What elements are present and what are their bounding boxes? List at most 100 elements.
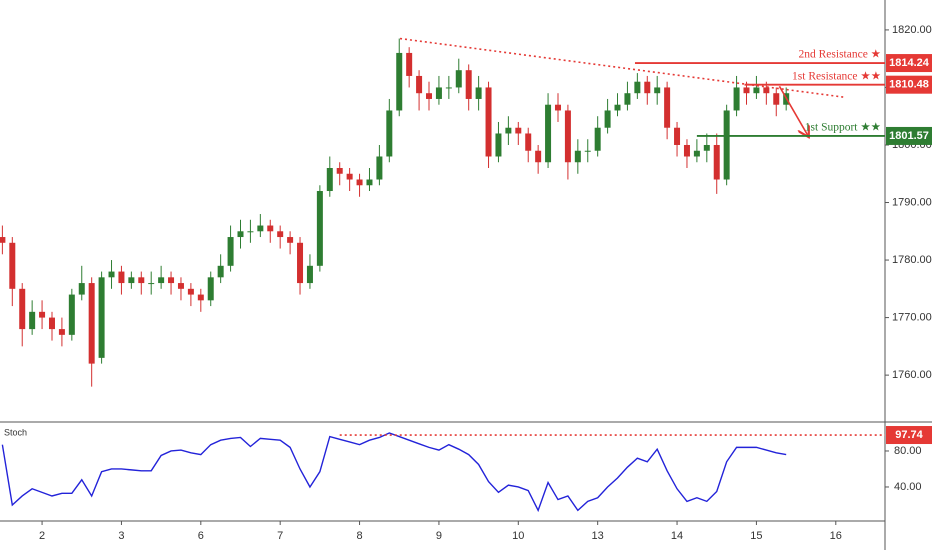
candle-body <box>326 168 333 192</box>
candle-body <box>396 52 403 111</box>
level-price-label: 1801.57 <box>889 130 929 142</box>
candle-body <box>416 75 423 94</box>
candle-body <box>624 93 631 105</box>
y-tick-label: 1770.00 <box>892 311 932 323</box>
candle-body <box>495 133 502 157</box>
x-tick-label: 7 <box>277 530 283 542</box>
candle-body <box>515 127 522 134</box>
candle-body <box>664 87 671 128</box>
candle-body <box>406 52 413 76</box>
candle-body <box>148 283 155 285</box>
x-tick-label: 3 <box>118 530 124 542</box>
level-price-box <box>886 75 932 94</box>
candle-body <box>346 173 353 180</box>
x-tick-label: 6 <box>198 530 204 542</box>
candle-body <box>674 127 681 145</box>
candle-body <box>545 104 552 163</box>
level-label: 2nd Resistance ★ <box>799 49 882 61</box>
candle-body <box>217 265 224 278</box>
candle-body <box>703 144 710 151</box>
candle-body <box>158 277 165 284</box>
candle-body <box>773 93 780 105</box>
candle-body <box>29 311 36 330</box>
candle-body <box>88 283 95 364</box>
candle-body <box>713 144 720 180</box>
x-tick-label: 16 <box>830 530 842 542</box>
candle-body <box>0 237 6 243</box>
candle-body <box>19 288 26 330</box>
candle-body <box>257 225 264 232</box>
candle-body <box>733 87 740 111</box>
candle-body <box>227 237 234 266</box>
y-tick-label: 1760.00 <box>892 369 932 381</box>
candle-body <box>366 179 373 186</box>
candle-body <box>306 265 313 284</box>
candle-body <box>287 237 294 243</box>
candle-body <box>39 311 46 318</box>
stoch-label: Stoch <box>4 427 27 437</box>
candle-body <box>465 70 472 99</box>
stoch-level-label: 97.74 <box>895 429 923 441</box>
candle-body <box>48 317 55 330</box>
candle-body <box>654 87 661 94</box>
candle-body <box>445 87 452 89</box>
candle-body <box>168 277 175 284</box>
y-tick-label: 80.00 <box>894 445 922 457</box>
candle-body <box>505 127 512 134</box>
candle-body <box>58 329 65 335</box>
candle-body <box>683 144 690 157</box>
candle-body <box>247 231 254 233</box>
y-tick-label: 1780.00 <box>892 254 932 266</box>
x-tick-label: 13 <box>592 530 604 542</box>
candle-body <box>634 81 641 94</box>
candle-body <box>118 271 125 284</box>
candle-body <box>108 271 115 278</box>
candle-body <box>475 87 482 99</box>
candle-body <box>604 110 611 128</box>
candle-body <box>525 133 532 151</box>
candle-body <box>723 110 730 180</box>
candle-body <box>693 150 700 157</box>
level-price-box <box>886 126 932 145</box>
candle-body <box>177 283 184 289</box>
candle-body <box>435 87 442 99</box>
candle-body <box>376 156 383 180</box>
level-price-box <box>886 54 932 73</box>
candle-body <box>9 242 16 289</box>
candle-body <box>277 231 284 238</box>
candle-body <box>743 87 750 94</box>
candle-body <box>187 288 194 295</box>
candle-body <box>356 179 363 186</box>
candle-body <box>207 277 214 301</box>
y-tick-label: 40.00 <box>894 481 922 493</box>
candle-body <box>386 110 393 157</box>
x-tick-label: 15 <box>750 530 762 542</box>
candle-body <box>316 191 323 266</box>
candle-body <box>485 87 492 157</box>
stoch-level-box <box>886 426 932 445</box>
candle-body <box>426 93 433 99</box>
candle-body <box>644 81 651 94</box>
candle-body <box>455 70 462 88</box>
level-price-label: 1810.48 <box>889 79 929 91</box>
x-tick-label: 14 <box>671 530 683 542</box>
candle-body <box>98 277 105 358</box>
level-price-label: 1814.24 <box>889 57 930 69</box>
x-tick-label: 8 <box>356 530 362 542</box>
y-tick-label: 1820.00 <box>892 24 932 36</box>
candle-body <box>336 168 343 174</box>
x-tick-label: 9 <box>436 530 442 542</box>
candle-body <box>614 104 621 111</box>
candle-body <box>594 127 601 151</box>
candle-body <box>267 225 274 232</box>
x-tick-label: 2 <box>39 530 45 542</box>
candle-body <box>138 277 145 284</box>
candle-body <box>297 242 304 284</box>
candle-body <box>78 283 85 295</box>
candle-body <box>128 277 135 284</box>
arrow <box>778 85 808 135</box>
candle-body <box>197 294 204 301</box>
level-label: 1st Resistance ★★ <box>792 70 881 82</box>
y-tick-label: 1790.00 <box>892 196 932 208</box>
